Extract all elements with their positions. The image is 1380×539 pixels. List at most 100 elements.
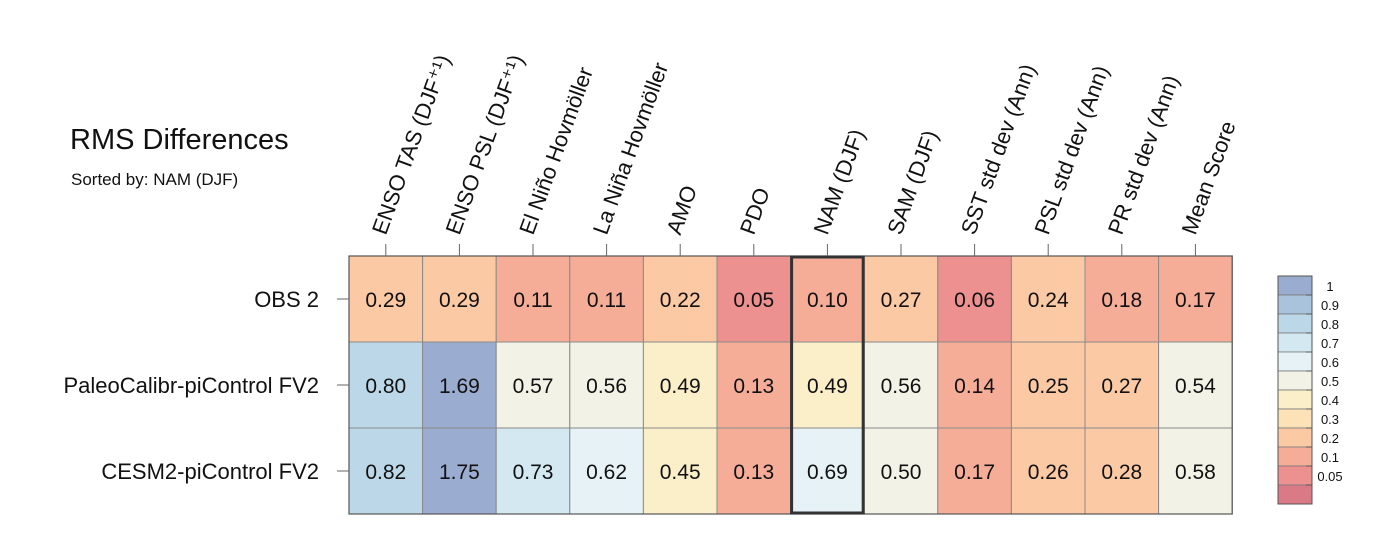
heatmap-cell <box>790 255 865 343</box>
column-label: PDO <box>735 184 775 237</box>
heatmap-cell <box>1158 427 1233 515</box>
cell-value-label: 0.45 <box>660 461 701 484</box>
heatmap-cells: 0.29 0.29 0.11 0.11 0.22 0.05 0.10 0.27 0.06 0.24… <box>348 255 1233 515</box>
colorbar-label: 0.6 <box>1321 355 1339 370</box>
row-label: OBS 2 <box>254 287 319 312</box>
cell-value-label: 0.18 <box>1101 289 1142 312</box>
colorbar-swatch <box>1277 389 1313 410</box>
column-labels: ENSO TAS (DJF⁺¹)ENSO PSL (DJF⁺¹)El Niño … <box>367 51 1241 256</box>
cell-value-label: 0.56 <box>881 375 922 398</box>
heatmap-cell <box>937 255 1012 343</box>
cell-value-label: 0.17 <box>1175 289 1216 312</box>
column-label: ENSO PSL (DJF⁺¹) <box>441 51 529 237</box>
cell-value-label: 0.24 <box>1028 289 1069 312</box>
cell-value-label: 0.29 <box>439 289 480 312</box>
colorbar-swatch <box>1277 370 1313 391</box>
cell-value-label: 0.17 <box>954 461 995 484</box>
row-label: CESM2-piControl FV2 <box>101 459 319 484</box>
cell-value-label: 1.75 <box>439 461 480 484</box>
colorbar-label: 0.9 <box>1321 298 1339 313</box>
column-label: PR std dev (Ann) <box>1103 72 1184 238</box>
heatmap-cell <box>348 255 424 343</box>
colorbar-label: 0.8 <box>1321 317 1339 332</box>
colorbar-swatch <box>1277 484 1313 505</box>
heatmap-cell <box>716 341 792 429</box>
cell-value-label: 0.49 <box>660 375 701 398</box>
cell-value-label: 0.25 <box>1028 375 1069 398</box>
column-label: Mean Score <box>1177 118 1241 238</box>
heatmap-cell <box>569 341 644 429</box>
cell-value-label: 0.49 <box>807 375 848 398</box>
colorbar-label: 0.2 <box>1321 431 1339 446</box>
heatmap-cell <box>422 427 497 515</box>
heatmap-cell <box>495 427 571 515</box>
heatmap-cell <box>495 341 571 429</box>
heatmap-cell <box>642 341 718 429</box>
colorbar-swatch <box>1277 313 1313 334</box>
colorbar-swatch <box>1277 427 1313 448</box>
cell-value-label: 0.13 <box>733 461 774 484</box>
heatmap-cell <box>1158 341 1233 429</box>
cell-value-label: 0.10 <box>807 289 848 312</box>
cell-value-label: 0.28 <box>1101 461 1142 484</box>
cell-value-label: 0.62 <box>586 461 627 484</box>
cell-value-label: 0.27 <box>1101 375 1142 398</box>
cell-value-label: 0.57 <box>513 375 554 398</box>
cell-value-label: 0.22 <box>660 289 701 312</box>
highlighted-column-frame <box>790 255 865 515</box>
heatmap-cell <box>1084 427 1160 515</box>
row-labels: OBS 2 PaleoCalibr-piControl FV2 CESM2-piCo… <box>63 287 349 484</box>
cell-value-label: 1.69 <box>439 375 480 398</box>
cell-value-label: 0.50 <box>881 461 922 484</box>
row-label: PaleoCalibr-piControl FV2 <box>63 373 319 398</box>
heatmap-cell <box>642 427 718 515</box>
colorbar-label: 0.05 <box>1317 469 1342 484</box>
cell-value-label: 0.73 <box>513 461 554 484</box>
cell-value-label: 0.14 <box>954 375 995 398</box>
colorbar-label: 0.4 <box>1321 393 1339 408</box>
colorbar-swatch <box>1277 275 1313 296</box>
heatmap-cell <box>422 341 497 429</box>
cell-value-label: 0.29 <box>365 289 406 312</box>
heatmap-cell <box>1084 341 1160 429</box>
column-label: PSL std dev (Ann) <box>1029 62 1113 238</box>
cell-value-label: 0.06 <box>954 289 995 312</box>
column-label: La Niña Hovmöller <box>588 59 673 238</box>
chart-subtitle: Sorted by: NAM (DJF) <box>71 170 239 189</box>
heatmap-cell <box>1010 255 1086 343</box>
column-label: ENSO TAS (DJF⁺¹) <box>367 51 455 237</box>
colorbar-label: 0.5 <box>1321 374 1339 389</box>
column-label: AMO <box>661 182 702 238</box>
heatmap-cell <box>863 341 939 429</box>
column-label: NAM (DJF) <box>809 126 870 238</box>
cell-value-label: 0.26 <box>1028 461 1069 484</box>
column-label: El Niño Hovmöller <box>514 64 598 238</box>
column-label: SST std dev (Ann) <box>956 61 1041 238</box>
cell-value-label: 0.54 <box>1175 375 1216 398</box>
cell-value-label: 0.05 <box>733 289 774 312</box>
cell-value-label: 0.56 <box>586 375 627 398</box>
cell-value-label: 0.27 <box>881 289 922 312</box>
colorbar-swatch <box>1277 465 1313 486</box>
chart-title: RMS Differences <box>70 124 289 156</box>
cell-value-label: 0.11 <box>513 289 552 312</box>
colorbar-swatch <box>1277 332 1313 353</box>
colorbar-label: 0.7 <box>1321 336 1339 351</box>
colorbar-label: 0.1 <box>1321 450 1339 465</box>
colorbar: 1 0.9 0.8 0.7 0.6 0.5 0.4 0.3 0.2 0.1 0.05 <box>1277 275 1343 505</box>
cell-value-label: 0.13 <box>733 375 774 398</box>
heatmap-cell <box>1084 255 1160 343</box>
heatmap-cell <box>790 341 865 429</box>
column-label: SAM (DJF) <box>882 127 943 238</box>
cell-value-label: 0.80 <box>365 375 406 398</box>
colorbar-swatch <box>1277 351 1313 372</box>
colorbar-label: 0.3 <box>1321 412 1339 427</box>
cell-value-label: 0.69 <box>807 461 848 484</box>
colorbar-swatch <box>1277 446 1313 467</box>
cell-value-label: 0.58 <box>1175 461 1216 484</box>
heatmap-cell <box>1010 341 1086 429</box>
heatmap-cell <box>937 427 1012 515</box>
heatmap-cell <box>569 427 644 515</box>
colorbar-swatch <box>1277 294 1313 315</box>
